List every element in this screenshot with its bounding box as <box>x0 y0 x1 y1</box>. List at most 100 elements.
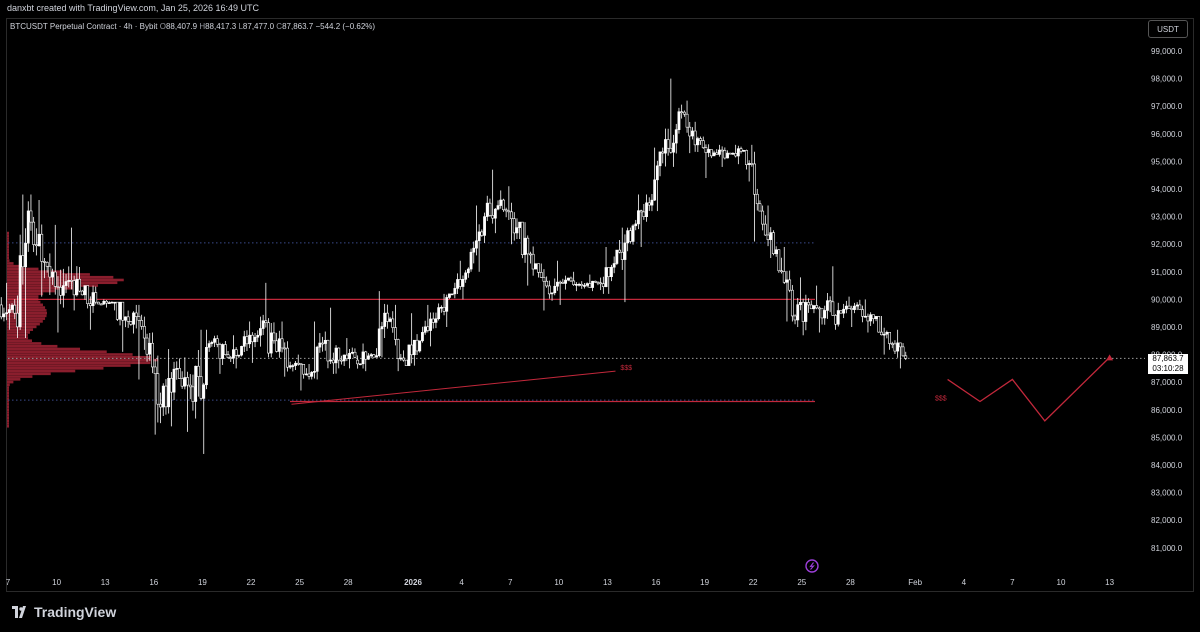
x-tick-label: 25 <box>295 578 304 587</box>
trendline <box>291 370 616 405</box>
candle-day-33 <box>534 263 551 311</box>
x-tick-label: 16 <box>652 578 661 587</box>
x-tick-label: 7 <box>6 578 11 587</box>
y-tick-label: 92,000.0 <box>1151 240 1183 249</box>
x-tick-label: 7 <box>1010 578 1015 587</box>
tradingview-logo[interactable]: TradingView <box>12 604 116 620</box>
candle-day-19 <box>307 321 324 380</box>
x-tick-label: 7 <box>508 578 513 587</box>
event-marker-icon <box>805 559 819 573</box>
y-tick-label: 94,000.0 <box>1151 185 1183 194</box>
projection-path <box>947 356 1111 422</box>
x-tick-label: 16 <box>149 578 158 587</box>
y-tick-label: 93,000.0 <box>1151 213 1183 222</box>
y-tick-label: 91,000.0 <box>1151 268 1183 277</box>
y-tick-label: 95,000.0 <box>1151 157 1183 166</box>
candle-day-32 <box>518 221 535 286</box>
candle-day-1 <box>16 194 33 339</box>
low-value: 87,477.0 <box>242 22 275 31</box>
x-tick-label: 2026 <box>404 578 422 587</box>
candle-day-25 <box>404 313 422 366</box>
candle-day-51 <box>826 266 843 330</box>
high-value: 88,417.3 <box>205 22 237 31</box>
brand-name: TradingView <box>34 604 117 620</box>
liquidity-label-left: $$$ <box>620 365 632 372</box>
candle-day-47 <box>761 205 778 258</box>
candle-day-15 <box>242 321 260 363</box>
x-tick-label: 4 <box>962 578 967 587</box>
currency-selector[interactable]: USDT <box>1148 20 1188 38</box>
y-tick-label: 99,000.0 <box>1151 47 1183 56</box>
candle-day-0 <box>0 282 17 330</box>
footer-bar <box>0 592 1200 632</box>
candle-day-42 <box>680 100 697 154</box>
candle-day-14 <box>226 335 243 369</box>
x-tick-label: 13 <box>603 578 612 587</box>
candle-day-22 <box>356 343 373 372</box>
candle-day-49 <box>793 277 810 336</box>
bar-countdown: 03:10:28 <box>1152 364 1184 373</box>
candle-day-54 <box>874 315 891 355</box>
tradingview-logo-icon <box>12 606 28 618</box>
candle-day-8 <box>129 304 146 380</box>
y-tick-label: 86,000.0 <box>1151 406 1183 415</box>
candle-day-5 <box>80 285 98 330</box>
y-tick-label: 89,000.0 <box>1151 323 1183 332</box>
y-tick-label: 82,000.0 <box>1151 516 1183 525</box>
candle-day-39 <box>631 194 648 247</box>
current-price-tag: 87,863.7 03:10:28 <box>1148 354 1188 374</box>
x-tick-label: 28 <box>846 578 855 587</box>
x-tick-label: 22 <box>749 578 758 587</box>
candle-day-28 <box>453 260 470 300</box>
candle-day-40 <box>647 147 665 212</box>
chart-frame[interactable] <box>6 18 1194 592</box>
candle-day-21 <box>340 338 357 369</box>
candle-day-45 <box>728 144 746 165</box>
candle-day-46 <box>745 144 762 242</box>
liquidity-label-right: $$$ <box>935 396 947 403</box>
x-tick-label: 10 <box>1057 578 1066 587</box>
high-label: H <box>199 22 206 31</box>
open-value: 88,407.9 <box>165 22 198 31</box>
projection-arrow-icon <box>1106 354 1114 361</box>
x-tick-label: 13 <box>1105 578 1114 587</box>
candle-day-6 <box>97 299 114 308</box>
candle-day-11 <box>178 357 195 432</box>
current-price-value: 87,863.7 <box>1152 354 1184 363</box>
y-tick-label: 90,000.0 <box>1151 295 1183 304</box>
candle-day-17 <box>275 321 292 377</box>
candle-day-44 <box>712 144 729 167</box>
candle-day-41 <box>664 78 681 167</box>
candle-day-7 <box>113 301 130 352</box>
candle-day-9 <box>145 332 162 435</box>
y-tick-label: 85,000.0 <box>1151 433 1183 442</box>
x-tick-label: 19 <box>198 578 207 587</box>
candle-day-48 <box>777 246 794 322</box>
x-tick-label: 10 <box>554 578 563 587</box>
y-tick-label: 87,000.0 <box>1151 378 1183 387</box>
x-tick-label: 28 <box>344 578 353 587</box>
y-tick-label: 84,000.0 <box>1151 461 1183 470</box>
candle-day-16 <box>259 282 276 358</box>
candle-day-35 <box>566 271 584 292</box>
candle-day-12 <box>194 329 211 454</box>
change-value: −544.2 (−0.62%) <box>315 22 376 31</box>
candle-day-34 <box>550 260 567 305</box>
candle-day-2 <box>32 200 49 297</box>
candle-day-20 <box>323 307 341 374</box>
candle-day-50 <box>809 285 827 333</box>
close-label: C <box>276 22 283 31</box>
candle-day-52 <box>842 296 859 327</box>
open-label: O <box>159 22 166 31</box>
watermark-bar: danxbt created with TradingView.com, Jan… <box>0 0 1200 18</box>
candle-day-13 <box>210 335 227 374</box>
candle-day-38 <box>615 227 632 303</box>
x-tick-label: 22 <box>247 578 256 587</box>
close-value: 87,863.7 <box>282 22 314 31</box>
lightning-icon <box>809 562 815 570</box>
creator-text: danxbt created with TradingView.com, Jan… <box>7 3 259 13</box>
candle-day-24 <box>388 304 405 372</box>
candle-day-26 <box>421 304 438 347</box>
candle-day-30 <box>485 169 503 234</box>
